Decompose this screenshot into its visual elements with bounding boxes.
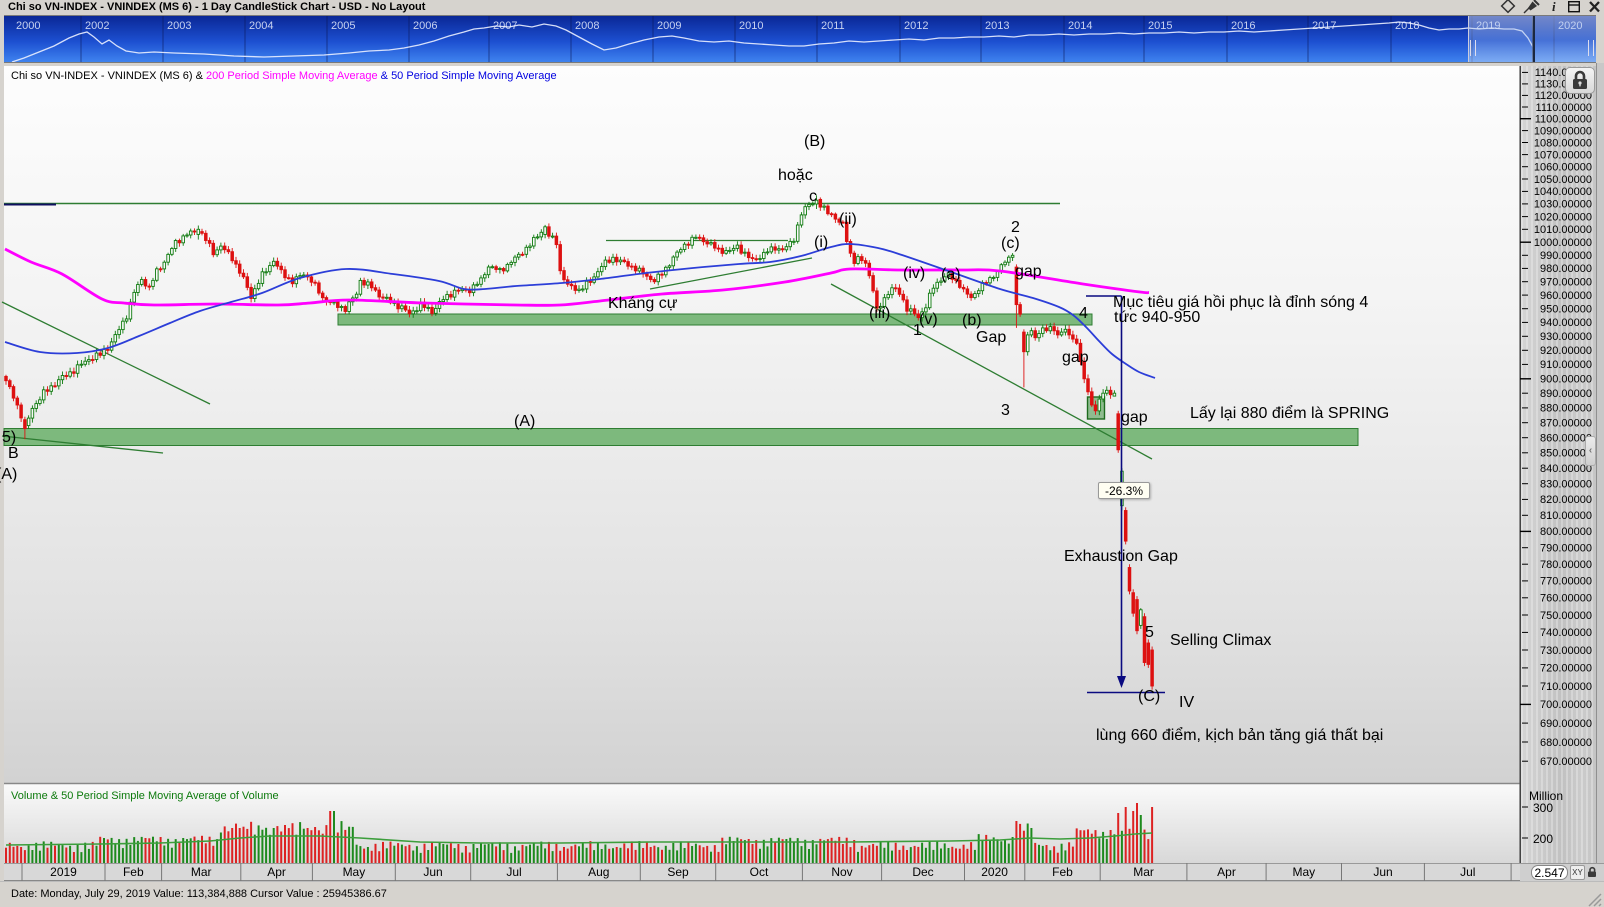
svg-text:920.00000: 920.00000	[1540, 345, 1592, 357]
svg-text:990.00000: 990.00000	[1540, 250, 1592, 262]
svg-text:2008: 2008	[575, 20, 599, 32]
svg-text:700.00000: 700.00000	[1540, 699, 1592, 711]
svg-text:2009: 2009	[657, 20, 681, 32]
svg-text:1090.00000: 1090.00000	[1534, 125, 1592, 137]
svg-text:830.00000: 830.00000	[1540, 479, 1592, 491]
svg-text:850.00000: 850.00000	[1540, 448, 1592, 460]
svg-text:2020: 2020	[981, 865, 1008, 879]
svg-text:860.00000: 860.00000	[1540, 433, 1592, 445]
svg-text:1110.00000: 1110.00000	[1536, 102, 1592, 114]
svg-text:2015: 2015	[1148, 20, 1172, 32]
svg-text:1010.00000: 1010.00000	[1534, 224, 1592, 236]
svg-text:May: May	[343, 865, 366, 879]
svg-text:1020.00000: 1020.00000	[1534, 211, 1592, 223]
svg-text:2010: 2010	[739, 20, 763, 32]
svg-text:690.00000: 690.00000	[1540, 718, 1592, 730]
svg-text:980.00000: 980.00000	[1540, 263, 1592, 275]
svg-text:2019: 2019	[50, 865, 77, 879]
svg-text:Mar: Mar	[191, 865, 212, 879]
svg-text:870.00000: 870.00000	[1540, 418, 1592, 430]
svg-text:2018: 2018	[1395, 20, 1419, 32]
svg-text:Mar: Mar	[1133, 865, 1154, 879]
svg-text:Jul: Jul	[506, 865, 521, 879]
svg-text:1040.00000: 1040.00000	[1534, 186, 1592, 198]
svg-text:2014: 2014	[1068, 20, 1092, 32]
svg-text:Apr: Apr	[267, 865, 286, 879]
svg-text:1050.00000: 1050.00000	[1534, 174, 1592, 186]
svg-text:2004: 2004	[249, 20, 273, 32]
svg-text:760.00000: 760.00000	[1540, 593, 1592, 605]
svg-text:750.00000: 750.00000	[1540, 610, 1592, 622]
svg-text:Nov: Nov	[831, 865, 852, 879]
svg-text:2012: 2012	[904, 20, 928, 32]
svg-text:740.00000: 740.00000	[1540, 627, 1592, 639]
svg-text:2007: 2007	[493, 20, 517, 32]
svg-text:930.00000: 930.00000	[1540, 331, 1592, 343]
svg-text:Sep: Sep	[667, 865, 689, 879]
svg-text:940.00000: 940.00000	[1540, 317, 1592, 329]
svg-text:970.00000: 970.00000	[1540, 277, 1592, 289]
svg-text:960.00000: 960.00000	[1540, 290, 1592, 302]
svg-text:2006: 2006	[413, 20, 437, 32]
svg-text:1030.00000: 1030.00000	[1534, 199, 1592, 211]
svg-text:730.00000: 730.00000	[1540, 645, 1592, 657]
svg-text:Jul: Jul	[1460, 865, 1475, 879]
svg-text:Feb: Feb	[123, 865, 144, 879]
svg-text:710.00000: 710.00000	[1540, 681, 1592, 693]
svg-text:720.00000: 720.00000	[1540, 663, 1592, 675]
svg-text:Dec: Dec	[912, 865, 933, 879]
svg-text:2000: 2000	[16, 20, 40, 32]
svg-text:2016: 2016	[1231, 20, 1255, 32]
svg-text:1080.00000: 1080.00000	[1534, 137, 1592, 149]
svg-text:Oct: Oct	[750, 865, 769, 879]
svg-text:2013: 2013	[985, 20, 1009, 32]
svg-text:2017: 2017	[1312, 20, 1336, 32]
svg-text:890.00000: 890.00000	[1540, 388, 1592, 400]
svg-text:950.00000: 950.00000	[1540, 304, 1592, 316]
svg-text:670.00000: 670.00000	[1540, 756, 1592, 768]
svg-text:800.00000: 800.00000	[1540, 526, 1592, 538]
svg-text:Feb: Feb	[1052, 865, 1073, 879]
svg-text:Jun: Jun	[423, 865, 442, 879]
svg-text:2002: 2002	[85, 20, 109, 32]
svg-text:900.00000: 900.00000	[1540, 374, 1592, 386]
svg-text:2005: 2005	[331, 20, 355, 32]
svg-text:680.00000: 680.00000	[1540, 737, 1592, 749]
svg-text:2003: 2003	[167, 20, 191, 32]
svg-text:810.00000: 810.00000	[1540, 510, 1592, 522]
svg-text:1070.00000: 1070.00000	[1534, 149, 1592, 161]
svg-text:1000.00000: 1000.00000	[1534, 237, 1592, 249]
svg-text:Aug: Aug	[588, 865, 609, 879]
svg-text:2011: 2011	[821, 20, 845, 32]
svg-text:1060.00000: 1060.00000	[1534, 162, 1592, 174]
svg-text:840.00000: 840.00000	[1540, 463, 1592, 475]
svg-text:780.00000: 780.00000	[1540, 559, 1592, 571]
svg-text:1100.00000: 1100.00000	[1535, 114, 1592, 126]
svg-text:770.00000: 770.00000	[1540, 576, 1592, 588]
svg-text:880.00000: 880.00000	[1540, 403, 1592, 415]
svg-text:Apr: Apr	[1217, 865, 1236, 879]
svg-text:May: May	[1292, 865, 1315, 879]
svg-text:910.00000: 910.00000	[1540, 359, 1592, 371]
svg-text:820.00000: 820.00000	[1540, 494, 1592, 506]
svg-text:790.00000: 790.00000	[1540, 543, 1592, 555]
svg-text:i: i	[1552, 0, 1556, 14]
svg-text:Jun: Jun	[1373, 865, 1392, 879]
